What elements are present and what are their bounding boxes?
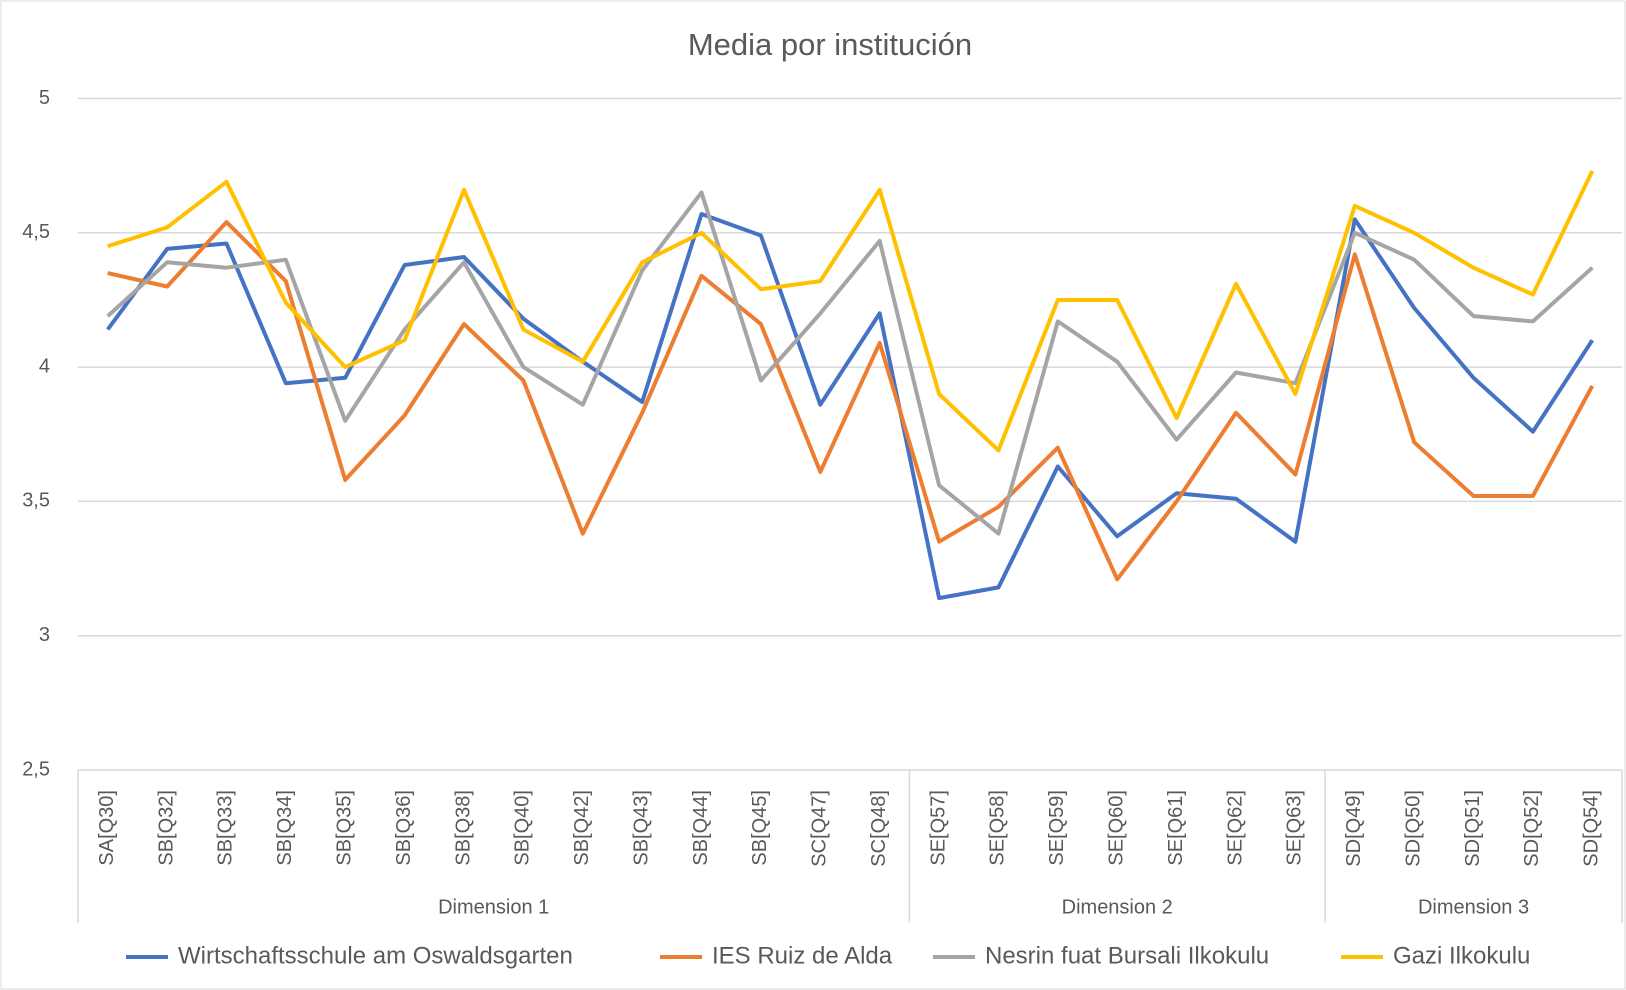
group-label: Dimension 3	[1418, 896, 1529, 918]
x-tick-label: SE[Q62]	[1224, 790, 1246, 866]
legend-label: IES Ruiz de Alda	[712, 942, 893, 969]
x-tick-label: SA[Q30]	[96, 790, 118, 866]
x-tick-label: SB[Q32]	[155, 790, 177, 866]
x-tick-label: SC[Q47]	[809, 790, 831, 867]
x-tick-label: SB[Q35]	[334, 790, 356, 866]
x-tick-label: SB[Q43]	[630, 790, 652, 866]
x-tick-label: SB[Q44]	[690, 790, 712, 866]
x-tick-label: SB[Q34]	[274, 790, 296, 866]
chart-title: Media por institución	[688, 27, 972, 62]
x-tick-label: SC[Q48]	[868, 790, 890, 867]
x-tick-label: SE[Q57]	[927, 790, 949, 866]
series-line	[107, 220, 1595, 582]
x-tick-label: SD[Q54]	[1581, 790, 1603, 867]
legend-label: Gazi Ilkokulu	[1393, 942, 1530, 969]
y-tick-label: 3,5	[22, 490, 50, 512]
x-tick-label: SE[Q60]	[1106, 790, 1128, 866]
group-label: Dimension 2	[1062, 896, 1173, 918]
x-tick-label: SB[Q40]	[512, 790, 534, 866]
x-tick-label: SD[Q49]	[1343, 790, 1365, 867]
x-tick-label: SB[Q38]	[452, 790, 474, 866]
x-tick-label: SB[Q33]	[215, 790, 237, 866]
group-label: Dimension 1	[438, 896, 549, 918]
y-tick-label: 4	[39, 355, 50, 377]
y-tick-label: 4,5	[22, 221, 50, 243]
x-tick-label: SB[Q45]	[749, 790, 771, 866]
x-tick-label: SD[Q52]	[1521, 790, 1543, 867]
series-line	[107, 170, 1595, 453]
x-tick-label: SE[Q59]	[1046, 790, 1068, 866]
x-tick-label: SD[Q51]	[1462, 790, 1484, 867]
y-tick-label: 3	[39, 624, 50, 646]
legend-label: Nesrin fuat Bursali Ilkokulu	[985, 942, 1269, 969]
x-tick-label: SB[Q36]	[393, 790, 415, 866]
x-tick-label: SB[Q42]	[571, 790, 593, 866]
y-tick-label: 2,5	[22, 758, 50, 780]
x-tick-label: SE[Q63]	[1284, 790, 1306, 866]
x-tick-label: SD[Q50]	[1402, 790, 1424, 867]
x-tick-label: SE[Q61]	[1165, 790, 1187, 866]
legend-label: Wirtschaftsschule am Oswaldsgarten	[178, 942, 573, 969]
series-line	[106, 190, 1594, 536]
x-tick-label: SE[Q58]	[987, 790, 1009, 866]
y-tick-label: 5	[39, 87, 50, 109]
series-line	[106, 212, 1594, 601]
